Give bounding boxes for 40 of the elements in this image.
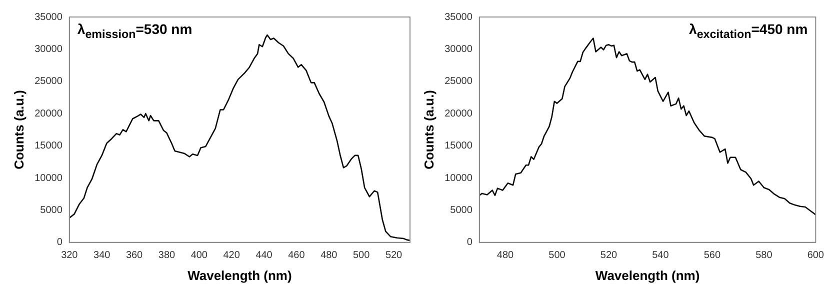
- x-tick-label: 340: [94, 250, 111, 262]
- y-tick-label: 10000: [34, 172, 63, 184]
- x-tick-label: 540: [652, 250, 670, 262]
- x-tick-label: 420: [223, 250, 240, 262]
- y-tick-label: 30000: [444, 44, 473, 55]
- x-tick-label: 380: [158, 250, 176, 262]
- y-tick-label: 0: [466, 237, 473, 248]
- y-tick-label: 35000: [34, 12, 63, 23]
- y-tick-label: 15000: [34, 140, 63, 152]
- x-axis-title: Wavelength (nm): [188, 268, 292, 283]
- x-tick-label: 580: [756, 250, 773, 262]
- annotation: λ$_{emission}$=530 nm: [77, 21, 192, 41]
- x-tick-label: 440: [256, 250, 273, 262]
- annotation: λ$_{excitation}$=450 nm: [689, 21, 808, 41]
- x-tick-label: 600: [807, 250, 824, 262]
- x-tick-label: 400: [190, 250, 208, 262]
- y-tick-label: 0: [56, 237, 63, 248]
- y-tick-label: 10000: [444, 172, 473, 184]
- x-tick-label: 560: [704, 250, 721, 262]
- y-tick-label: 5000: [40, 204, 63, 216]
- x-tick-label: 520: [385, 250, 403, 262]
- y-tick-label: 20000: [34, 108, 63, 120]
- y-axis-title: Counts (a.u.): [11, 90, 26, 170]
- x-tick-label: 500: [353, 250, 370, 262]
- y-tick-label: 20000: [444, 108, 473, 120]
- y-tick-label: 35000: [444, 12, 473, 23]
- x-tick-label: 480: [320, 250, 338, 262]
- y-tick-label: 25000: [444, 76, 473, 88]
- x-tick-label: 320: [61, 250, 78, 262]
- y-tick-label: 5000: [450, 204, 473, 216]
- x-tick-label: 460: [288, 250, 306, 262]
- x-tick-label: 520: [600, 250, 618, 262]
- y-tick-label: 15000: [444, 140, 473, 152]
- x-tick-label: 480: [496, 250, 514, 262]
- x-tick-label: 500: [548, 250, 566, 262]
- y-tick-label: 25000: [34, 76, 63, 88]
- y-axis-title: Counts (a.u.): [421, 90, 436, 170]
- x-tick-label: 360: [126, 250, 144, 262]
- y-tick-label: 30000: [34, 44, 63, 55]
- x-axis-title: Wavelength (nm): [595, 268, 700, 283]
